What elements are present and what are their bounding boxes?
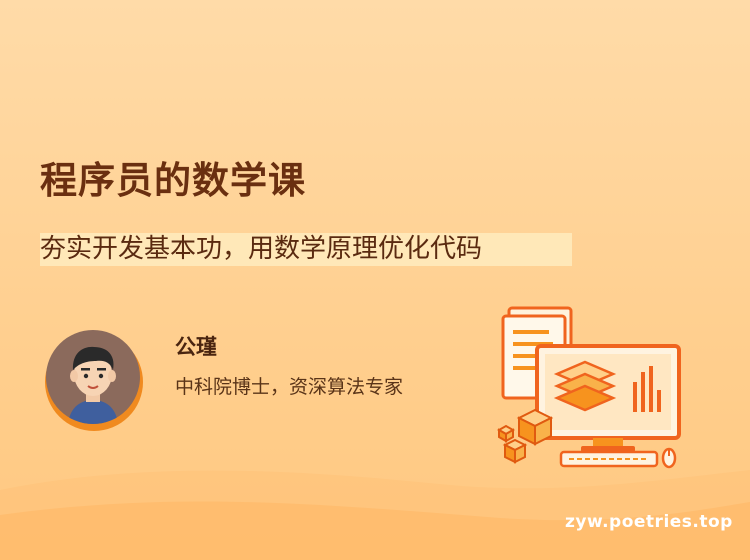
subtitle-highlight	[40, 233, 572, 266]
instructor-bio: 中科院博士，资深算法专家	[175, 376, 404, 398]
background-waves	[0, 470, 750, 560]
watermark-text: zyw.poetries.top	[565, 512, 733, 532]
computer-illustration	[496, 306, 681, 469]
instructor-avatar	[46, 330, 140, 424]
person-icon	[68, 346, 118, 424]
instructor-name: 公瑾	[175, 335, 217, 359]
course-title: 程序员的数学课	[40, 159, 306, 202]
course-subtitle: 夯实开发基本功，用数学原理优化代码	[40, 234, 483, 264]
